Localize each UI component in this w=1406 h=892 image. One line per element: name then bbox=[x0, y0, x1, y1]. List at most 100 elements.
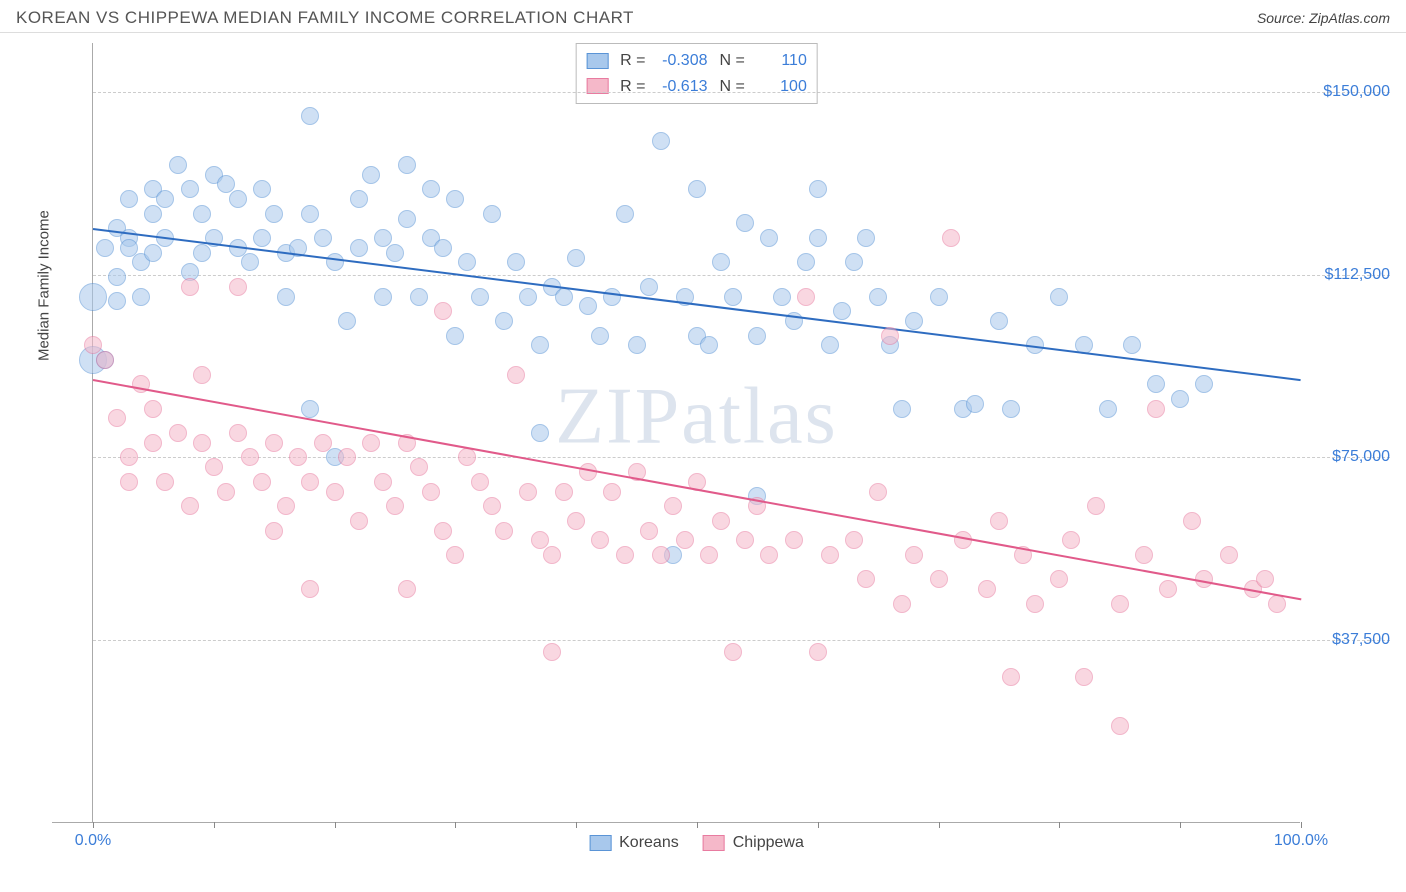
data-point bbox=[96, 351, 114, 369]
data-point bbox=[567, 249, 585, 267]
data-point bbox=[410, 288, 428, 306]
data-point bbox=[1111, 595, 1129, 613]
data-point bbox=[422, 180, 440, 198]
data-point bbox=[1171, 390, 1189, 408]
data-point bbox=[1026, 595, 1044, 613]
data-point bbox=[301, 107, 319, 125]
data-point bbox=[96, 239, 114, 257]
data-point bbox=[990, 312, 1008, 330]
data-point bbox=[712, 253, 730, 271]
data-point bbox=[603, 288, 621, 306]
data-point bbox=[519, 288, 537, 306]
data-point bbox=[966, 395, 984, 413]
y-tick-label: $75,000 bbox=[1305, 448, 1390, 466]
data-point bbox=[495, 522, 513, 540]
data-point bbox=[1002, 400, 1020, 418]
data-point bbox=[446, 327, 464, 345]
data-point bbox=[301, 400, 319, 418]
y-tick-label: $150,000 bbox=[1305, 83, 1390, 101]
data-point bbox=[1256, 570, 1274, 588]
data-point bbox=[434, 239, 452, 257]
data-point bbox=[265, 205, 283, 223]
data-point bbox=[181, 278, 199, 296]
legend-item: Koreans bbox=[589, 834, 679, 852]
y-tick-label: $112,500 bbox=[1305, 266, 1390, 284]
data-point bbox=[664, 497, 682, 515]
data-point bbox=[978, 580, 996, 598]
n-value: 100 bbox=[751, 74, 807, 100]
data-point bbox=[458, 448, 476, 466]
data-point bbox=[108, 409, 126, 427]
data-point bbox=[144, 244, 162, 262]
data-point bbox=[434, 522, 452, 540]
data-point bbox=[241, 253, 259, 271]
data-point bbox=[301, 580, 319, 598]
data-point bbox=[724, 643, 742, 661]
data-point bbox=[1220, 546, 1238, 564]
data-point bbox=[326, 483, 344, 501]
n-label: N = bbox=[720, 48, 745, 74]
data-point bbox=[519, 483, 537, 501]
data-point bbox=[120, 190, 138, 208]
data-point bbox=[905, 312, 923, 330]
data-point bbox=[144, 400, 162, 418]
data-point bbox=[108, 292, 126, 310]
data-point bbox=[1135, 546, 1153, 564]
data-point bbox=[809, 643, 827, 661]
x-tick bbox=[939, 822, 940, 828]
data-point bbox=[760, 546, 778, 564]
data-point bbox=[1183, 512, 1201, 530]
data-point bbox=[483, 205, 501, 223]
data-point bbox=[314, 434, 332, 452]
data-point bbox=[193, 244, 211, 262]
data-point bbox=[616, 205, 634, 223]
gridline bbox=[93, 640, 1390, 641]
data-point bbox=[229, 424, 247, 442]
data-point bbox=[1050, 288, 1068, 306]
data-point bbox=[169, 156, 187, 174]
data-point bbox=[193, 366, 211, 384]
data-point bbox=[338, 312, 356, 330]
data-point bbox=[773, 288, 791, 306]
data-point bbox=[471, 288, 489, 306]
data-point bbox=[253, 229, 271, 247]
data-point bbox=[616, 546, 634, 564]
legend-swatch bbox=[586, 53, 608, 69]
data-point bbox=[785, 531, 803, 549]
data-point bbox=[809, 180, 827, 198]
data-point bbox=[132, 288, 150, 306]
data-point bbox=[1147, 375, 1165, 393]
r-label: R = bbox=[620, 48, 645, 74]
legend-item: Chippewa bbox=[703, 834, 804, 852]
data-point bbox=[1159, 580, 1177, 598]
data-point bbox=[555, 483, 573, 501]
data-point bbox=[845, 531, 863, 549]
data-point bbox=[386, 497, 404, 515]
data-point bbox=[640, 278, 658, 296]
data-point bbox=[821, 336, 839, 354]
data-point bbox=[1075, 668, 1093, 686]
data-point bbox=[156, 190, 174, 208]
data-point bbox=[265, 522, 283, 540]
r-value: -0.308 bbox=[652, 48, 708, 74]
data-point bbox=[338, 448, 356, 466]
x-tick-label: 100.0% bbox=[1274, 832, 1328, 850]
chart-area: Median Family Income ZIPatlas R =-0.308N… bbox=[52, 33, 1300, 823]
data-point bbox=[676, 531, 694, 549]
data-point bbox=[797, 288, 815, 306]
data-point bbox=[628, 336, 646, 354]
data-point bbox=[193, 434, 211, 452]
data-point bbox=[253, 180, 271, 198]
data-point bbox=[579, 297, 597, 315]
data-point bbox=[350, 239, 368, 257]
data-point bbox=[507, 253, 525, 271]
data-point bbox=[1123, 336, 1141, 354]
data-point bbox=[712, 512, 730, 530]
data-point bbox=[1195, 375, 1213, 393]
data-point bbox=[821, 546, 839, 564]
trend-line bbox=[93, 228, 1301, 381]
data-point bbox=[350, 512, 368, 530]
data-point bbox=[845, 253, 863, 271]
data-point bbox=[314, 229, 332, 247]
legend-swatch bbox=[703, 835, 725, 851]
